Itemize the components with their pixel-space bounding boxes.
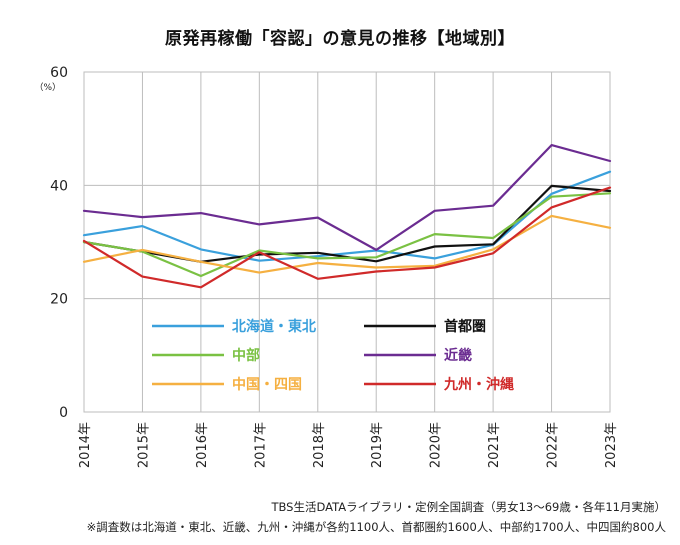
y-tick-label: 0 bbox=[59, 405, 68, 421]
x-tick-label: 2020年 bbox=[429, 422, 444, 468]
x-tick-label: 2022年 bbox=[546, 422, 561, 468]
legend-label: 中部 bbox=[232, 347, 260, 364]
grid-layer bbox=[83, 71, 611, 413]
legend-label: 中国・四国 bbox=[232, 376, 302, 393]
legend-label: 北海道・東北 bbox=[232, 318, 316, 335]
x-tick-label: 2019年 bbox=[370, 422, 385, 468]
x-tick-label: 2023年 bbox=[604, 422, 619, 468]
chart-title: 原発再稼働「容認」の意見の推移【地域別】 bbox=[165, 29, 515, 49]
x-tick-label: 2021年 bbox=[487, 422, 502, 468]
y-tick-label: 60 bbox=[50, 65, 68, 81]
survey-note: ※調査数は北海道・東北、近畿、九州・沖縄が各約1100人、首都圏約1600人、中… bbox=[86, 520, 666, 534]
y-tick-label: 20 bbox=[50, 292, 68, 308]
x-tick-label: 2018年 bbox=[312, 422, 327, 468]
series-layer bbox=[82, 144, 612, 289]
x-tick-label: 2014年 bbox=[78, 422, 93, 468]
plot-frame bbox=[83, 71, 611, 413]
x-tick-label: 2016年 bbox=[195, 422, 210, 468]
x-tick-label: 2015年 bbox=[136, 422, 151, 468]
y-unit-label: （%） bbox=[34, 82, 61, 93]
series-line bbox=[82, 192, 612, 278]
series-line bbox=[82, 170, 612, 262]
y-tick-label: 40 bbox=[50, 178, 68, 194]
legend-label: 九州・沖縄 bbox=[443, 376, 514, 393]
axis-layer: 0 20 40 60（%） 2014年 2015年 2016年 2017年 2018年 2019年… bbox=[34, 65, 619, 468]
series-line bbox=[82, 214, 612, 274]
x-tick-label: 2017年 bbox=[253, 422, 268, 468]
source-note: TBS生活DATAライブラリ・定例全国調査（男女13〜69歳・各年11月実施） bbox=[271, 500, 666, 514]
legend-label: 首都圏 bbox=[444, 318, 486, 335]
series-line bbox=[82, 186, 612, 289]
series-line bbox=[82, 144, 612, 251]
legend-label: 近畿 bbox=[444, 347, 472, 364]
